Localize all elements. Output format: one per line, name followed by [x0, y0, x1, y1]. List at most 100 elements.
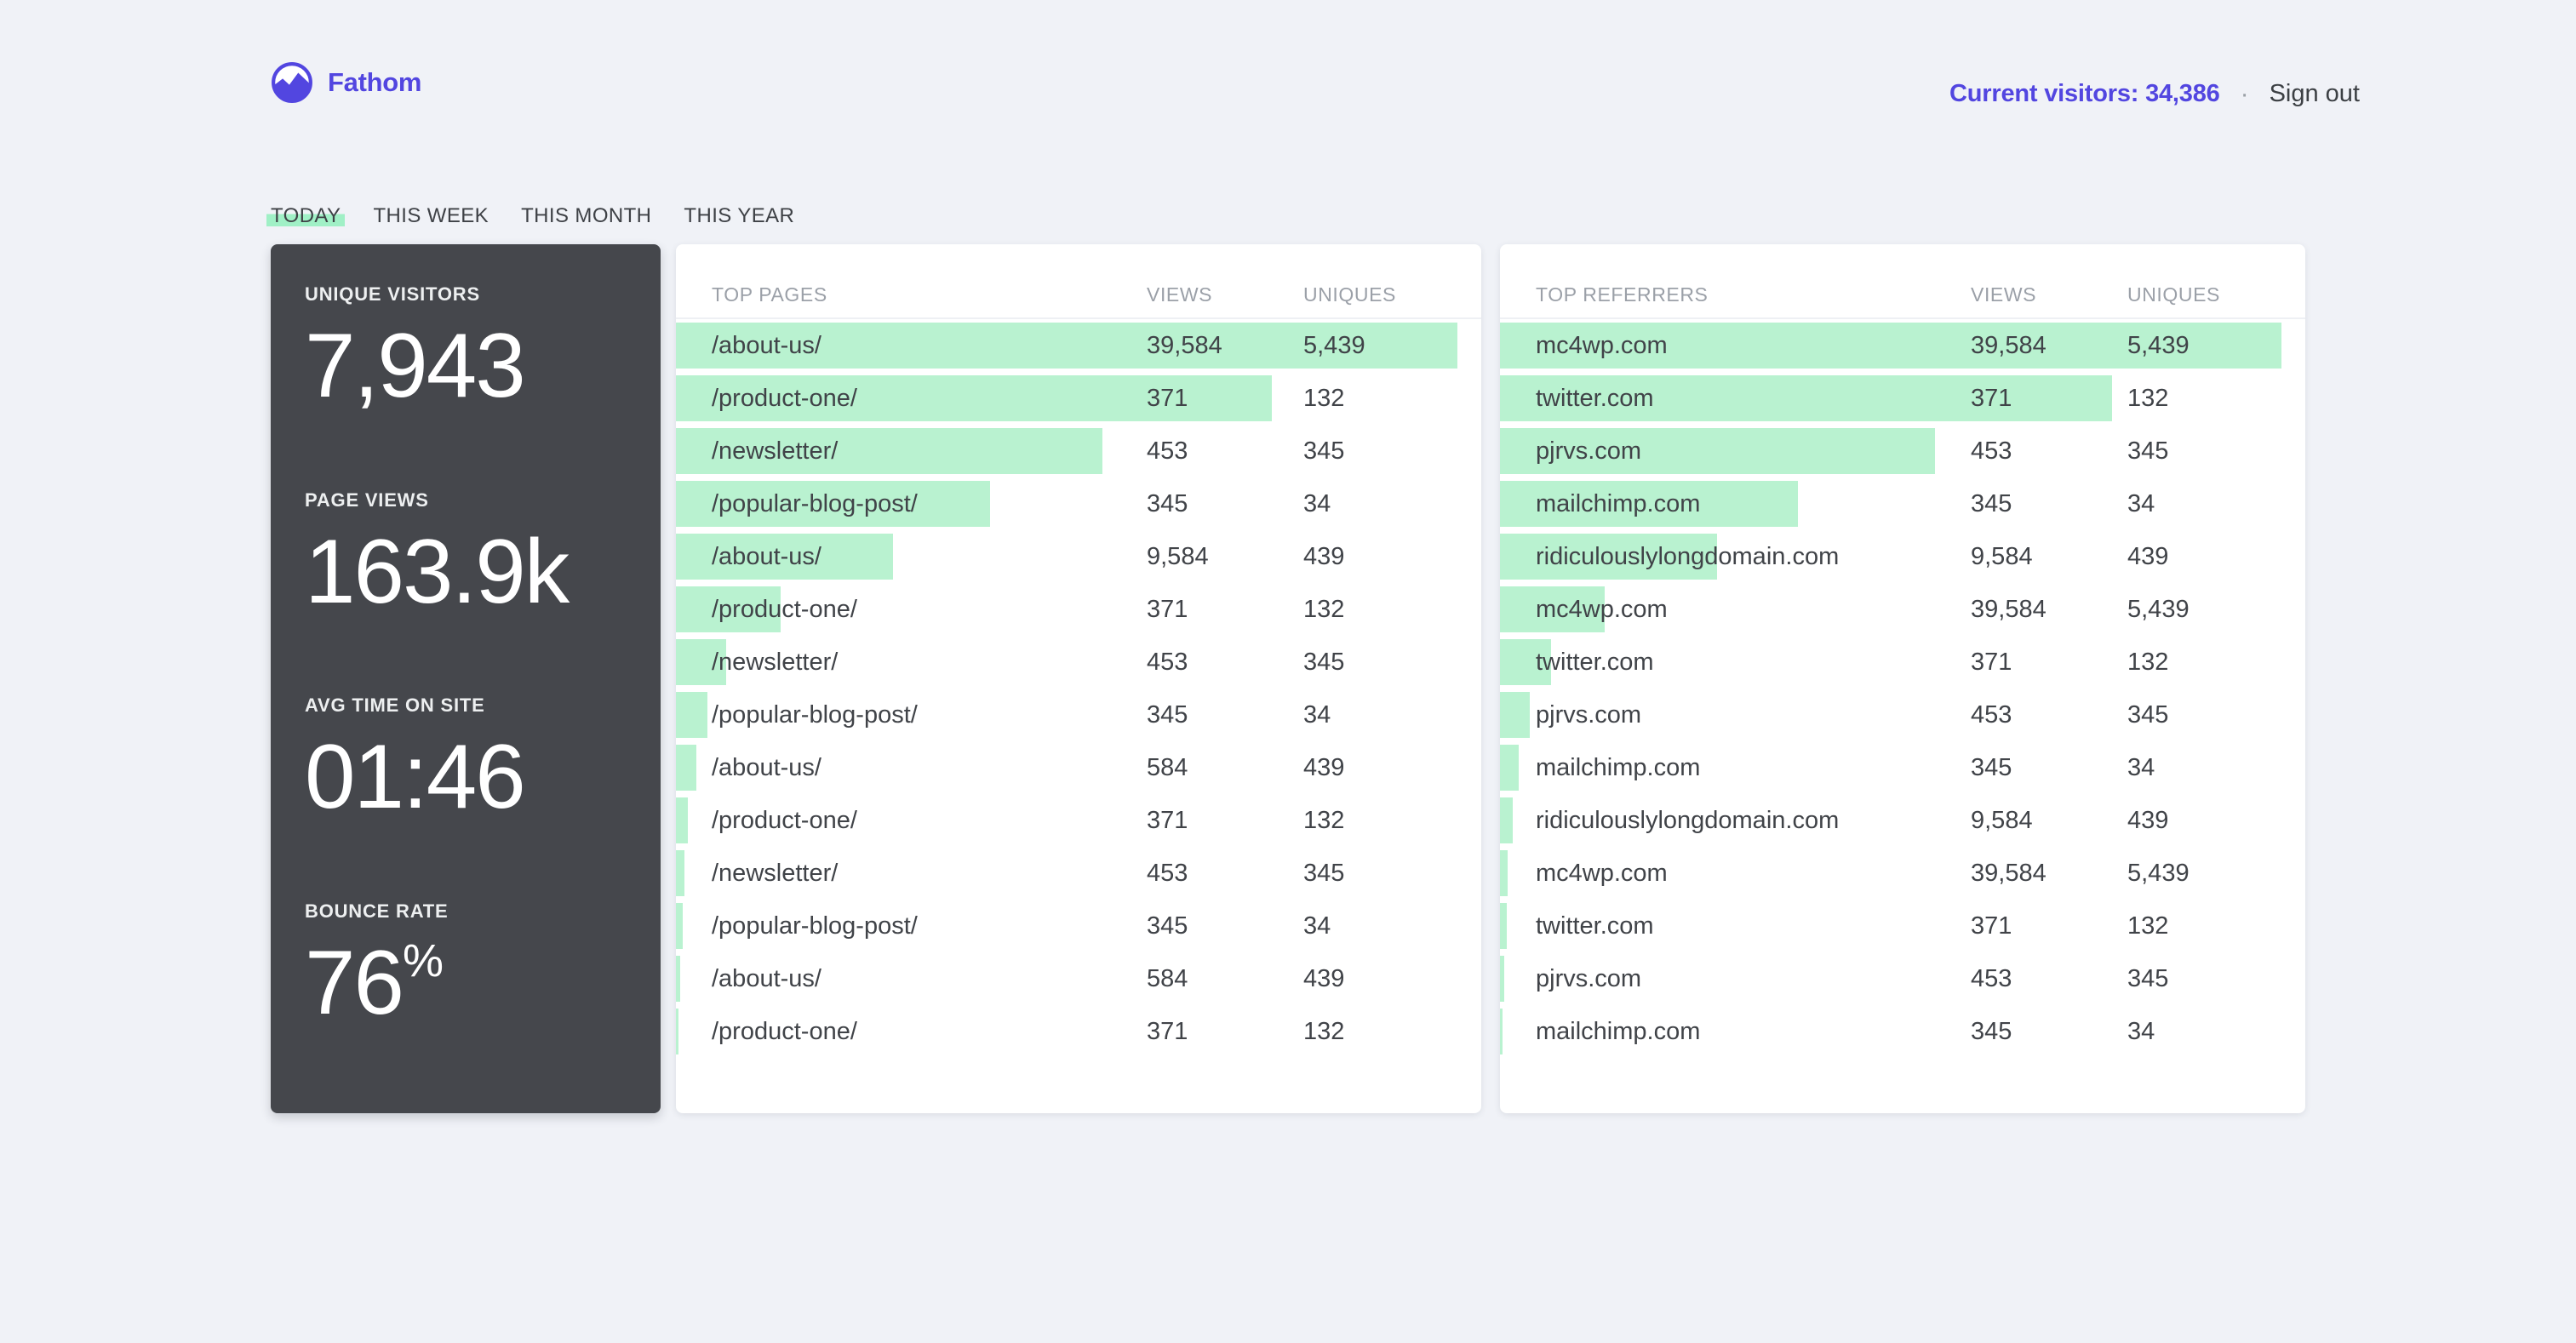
row-content: /about-us/39,584 5,439: [676, 319, 1481, 372]
row-bar: [1500, 797, 1514, 843]
row-content: mailchimp.com 345 34: [1500, 1005, 2305, 1058]
row-name: /popular-blog-post/: [712, 700, 918, 729]
row-bar: [676, 323, 1457, 369]
row-name: /popular-blog-post/: [712, 489, 918, 517]
row-views: 345: [1971, 753, 2012, 781]
table-row: /about-us/584 439: [676, 952, 1481, 1005]
row-uniques: 132: [1303, 384, 1345, 412]
row-views: 345: [1147, 912, 1188, 940]
row-bar: [676, 850, 685, 896]
row-content: /popular-blog-post/345 34: [676, 689, 1481, 741]
row-name: /about-us/: [712, 964, 821, 992]
row-name: mc4wp.com: [1536, 595, 1668, 623]
row-name: /newsletter/: [712, 648, 839, 676]
row-bar: [1500, 481, 1799, 527]
separator-dot: ·: [2240, 79, 2249, 108]
column-uniques: UNIQUES: [1303, 283, 1396, 306]
table-row: mailchimp.com 345 34: [1500, 741, 2305, 794]
table-row: pjrvs.com 453 345: [1500, 425, 2305, 477]
row-name: mailchimp.com: [1536, 489, 1701, 517]
row-content: /about-us/584 439: [676, 952, 1481, 1005]
stat-label: PAGE VIEWS: [305, 489, 429, 511]
table-row: ridiculouslylongdomain.com 9,584 439: [1500, 794, 2305, 847]
row-uniques: 345: [1303, 648, 1345, 676]
tab-this-year[interactable]: THIS YEAR: [684, 204, 795, 227]
row-content: /popular-blog-post/345 34: [676, 477, 1481, 530]
summary-stats-card: UNIQUE VISITORS 7,943 PAGE VIEWS 163.9k …: [271, 244, 661, 1113]
row-name: pjrvs.com: [1536, 964, 1642, 992]
row-content: mc4wp.com 39,584 5,439: [1500, 583, 2305, 636]
row-uniques: 5,439: [2127, 331, 2190, 359]
row-content: /about-us/9,584 439: [676, 530, 1481, 583]
row-content: pjrvs.com 453 345: [1500, 952, 2305, 1005]
top-pages-card: TOP PAGES VIEWS UNIQUES /about-us/39,584…: [676, 244, 1481, 1113]
row-uniques: 345: [1303, 859, 1345, 887]
table-row: /newsletter/453 345: [676, 847, 1481, 900]
stat-value: 76%: [305, 931, 444, 1034]
row-uniques: 5,439: [1303, 331, 1365, 359]
stat-bounce-rate: BOUNCE RATE 76%: [305, 900, 627, 1033]
row-views: 371: [1147, 1017, 1188, 1045]
tab-this-week[interactable]: THIS WEEK: [373, 204, 489, 227]
fathom-logo[interactable]: Fathom: [271, 61, 421, 104]
row-name: ridiculouslylongdomain.com: [1536, 542, 1840, 570]
row-bar: [1500, 850, 1508, 896]
column-views: VIEWS: [1971, 283, 2037, 306]
row-name: pjrvs.com: [1536, 700, 1642, 729]
row-content: twitter.com 371 132: [1500, 372, 2305, 425]
row-content: pjrvs.com 453 345: [1500, 689, 2305, 741]
row-bar: [676, 797, 689, 843]
row-name: mailchimp.com: [1536, 1017, 1701, 1045]
row-name: /product-one/: [712, 595, 857, 623]
row-bar: [676, 481, 990, 527]
row-content: mc4wp.com 39,584 5,439: [1500, 319, 2305, 372]
row-name: /about-us/: [712, 542, 821, 570]
row-uniques: 132: [2127, 912, 2169, 940]
table-row: ridiculouslylongdomain.com 9,584 439: [1500, 530, 2305, 583]
table-row: /newsletter/453 345: [676, 636, 1481, 689]
row-content: /newsletter/453 345: [676, 425, 1481, 477]
stat-label: BOUNCE RATE: [305, 900, 449, 923]
row-uniques: 439: [2127, 806, 2169, 834]
table-row: /popular-blog-post/345 34: [676, 477, 1481, 530]
row-views: 584: [1147, 964, 1188, 992]
row-uniques: 34: [1303, 489, 1331, 517]
row-uniques: 132: [1303, 1017, 1345, 1045]
row-uniques: 345: [2127, 700, 2169, 729]
row-views: 39,584: [1971, 331, 2046, 359]
row-bar: [676, 1009, 678, 1054]
stat-unique-visitors: UNIQUE VISITORS 7,943: [305, 283, 627, 416]
row-bar: [1500, 692, 1530, 738]
row-content: ridiculouslylongdomain.com 9,584 439: [1500, 794, 2305, 847]
row-views: 39,584: [1971, 859, 2046, 887]
tab-today[interactable]: TODAY: [266, 203, 346, 229]
table-row: pjrvs.com 453 345: [1500, 689, 2305, 741]
row-bar: [1500, 639, 1551, 685]
row-bar: [1500, 323, 2281, 369]
row-name: ridiculouslylongdomain.com: [1536, 806, 1840, 834]
row-name: mc4wp.com: [1536, 859, 1668, 887]
table-row: /product-one/371 132: [676, 1005, 1481, 1058]
row-name: pjrvs.com: [1536, 437, 1642, 465]
table-row: twitter.com 371 132: [1500, 900, 2305, 952]
row-bar: [1500, 586, 1605, 632]
row-name: /product-one/: [712, 384, 857, 412]
top-referrers-card: TOP REFERRERS VIEWS UNIQUES mc4wp.com 39,…: [1500, 244, 2305, 1113]
stat-avg-time-on-site: AVG TIME ON SITE 01:46: [305, 694, 627, 827]
row-bar: [676, 428, 1103, 474]
row-bar: [1500, 956, 1504, 1002]
row-views: 9,584: [1971, 806, 2033, 834]
sign-out-link[interactable]: Sign out: [2269, 80, 2360, 107]
row-uniques: 439: [2127, 542, 2169, 570]
tab-this-month[interactable]: THIS MONTH: [521, 204, 652, 227]
row-content: mailchimp.com 345 34: [1500, 477, 2305, 530]
row-name: /about-us/: [712, 331, 821, 359]
row-name: /product-one/: [712, 1017, 857, 1045]
table-row: pjrvs.com 453 345: [1500, 952, 2305, 1005]
brand-name: Fathom: [328, 67, 422, 97]
row-uniques: 34: [2127, 1017, 2155, 1045]
stat-label: UNIQUE VISITORS: [305, 283, 480, 305]
row-bar: [1500, 1009, 1503, 1054]
row-uniques: 345: [2127, 437, 2169, 465]
column-title: TOP REFERRERS: [1536, 283, 1709, 306]
